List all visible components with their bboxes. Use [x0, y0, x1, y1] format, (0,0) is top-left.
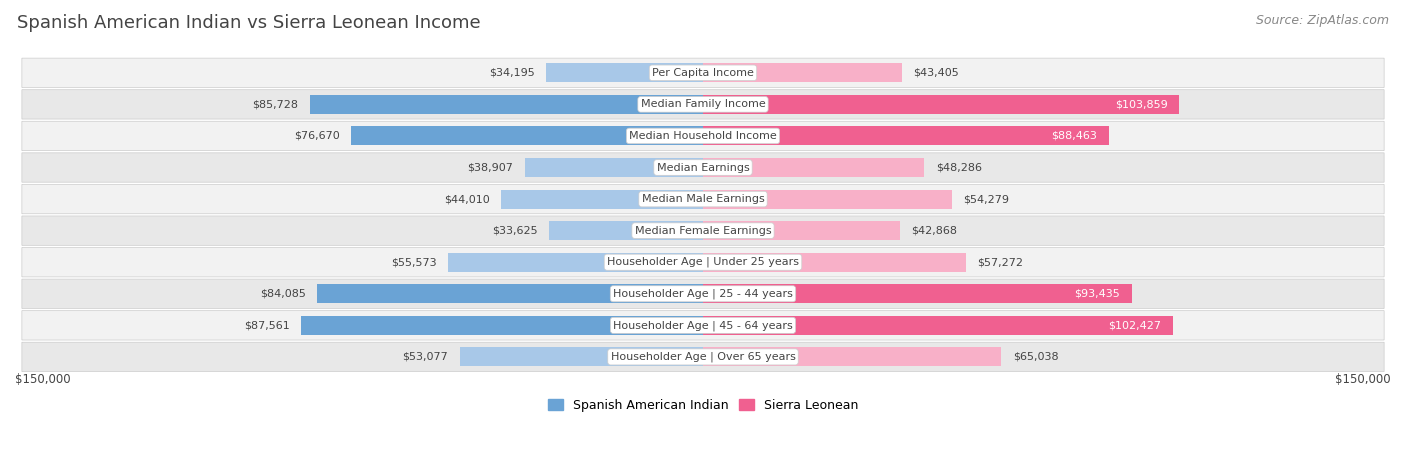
Bar: [449, 253, 703, 272]
Text: $88,463: $88,463: [1052, 131, 1097, 141]
Bar: [546, 64, 703, 82]
FancyBboxPatch shape: [22, 184, 1384, 214]
Bar: [703, 221, 900, 240]
Text: $84,085: $84,085: [260, 289, 307, 299]
Text: $33,625: $33,625: [492, 226, 537, 236]
Text: $48,286: $48,286: [936, 163, 981, 172]
Text: $93,435: $93,435: [1074, 289, 1121, 299]
Text: $53,077: $53,077: [402, 352, 449, 362]
Text: $102,427: $102,427: [1108, 320, 1161, 330]
Text: Source: ZipAtlas.com: Source: ZipAtlas.com: [1256, 14, 1389, 27]
Text: Householder Age | Under 25 years: Householder Age | Under 25 years: [607, 257, 799, 268]
Text: $76,670: $76,670: [294, 131, 340, 141]
FancyBboxPatch shape: [22, 58, 1384, 87]
FancyBboxPatch shape: [22, 216, 1384, 245]
Text: Median Male Earnings: Median Male Earnings: [641, 194, 765, 204]
Bar: [301, 316, 703, 335]
Bar: [309, 95, 703, 114]
Text: $85,728: $85,728: [252, 99, 298, 109]
Bar: [548, 221, 703, 240]
FancyBboxPatch shape: [22, 342, 1384, 372]
Bar: [703, 284, 1132, 303]
Text: Spanish American Indian vs Sierra Leonean Income: Spanish American Indian vs Sierra Leonea…: [17, 14, 481, 32]
Text: $150,000: $150,000: [1336, 373, 1391, 386]
Text: $55,573: $55,573: [391, 257, 437, 267]
Text: $38,907: $38,907: [467, 163, 513, 172]
Text: Median Earnings: Median Earnings: [657, 163, 749, 172]
Bar: [703, 253, 966, 272]
Bar: [703, 95, 1180, 114]
Text: $43,405: $43,405: [914, 68, 959, 78]
Bar: [524, 158, 703, 177]
FancyBboxPatch shape: [22, 311, 1384, 340]
Bar: [703, 190, 952, 209]
Text: Householder Age | Over 65 years: Householder Age | Over 65 years: [610, 352, 796, 362]
Text: Median Female Earnings: Median Female Earnings: [634, 226, 772, 236]
Text: $87,561: $87,561: [245, 320, 290, 330]
Bar: [703, 316, 1173, 335]
Text: $54,279: $54,279: [963, 194, 1010, 204]
FancyBboxPatch shape: [22, 153, 1384, 182]
Text: Householder Age | 25 - 44 years: Householder Age | 25 - 44 years: [613, 289, 793, 299]
FancyBboxPatch shape: [22, 248, 1384, 277]
Text: $150,000: $150,000: [15, 373, 70, 386]
Text: $57,272: $57,272: [977, 257, 1024, 267]
Bar: [318, 284, 703, 303]
Bar: [501, 190, 703, 209]
Text: $65,038: $65,038: [1012, 352, 1059, 362]
FancyBboxPatch shape: [22, 90, 1384, 119]
Text: Per Capita Income: Per Capita Income: [652, 68, 754, 78]
Bar: [352, 127, 703, 145]
Text: $42,868: $42,868: [911, 226, 957, 236]
Bar: [460, 347, 703, 367]
Bar: [703, 127, 1109, 145]
FancyBboxPatch shape: [22, 279, 1384, 309]
Text: $44,010: $44,010: [444, 194, 489, 204]
Bar: [703, 347, 1001, 367]
Text: Householder Age | 45 - 64 years: Householder Age | 45 - 64 years: [613, 320, 793, 331]
Text: Median Family Income: Median Family Income: [641, 99, 765, 109]
Text: $103,859: $103,859: [1115, 99, 1168, 109]
Bar: [703, 158, 925, 177]
Text: $34,195: $34,195: [489, 68, 534, 78]
Bar: [703, 64, 903, 82]
Legend: Spanish American Indian, Sierra Leonean: Spanish American Indian, Sierra Leonean: [543, 394, 863, 417]
FancyBboxPatch shape: [22, 121, 1384, 151]
Text: Median Household Income: Median Household Income: [628, 131, 778, 141]
